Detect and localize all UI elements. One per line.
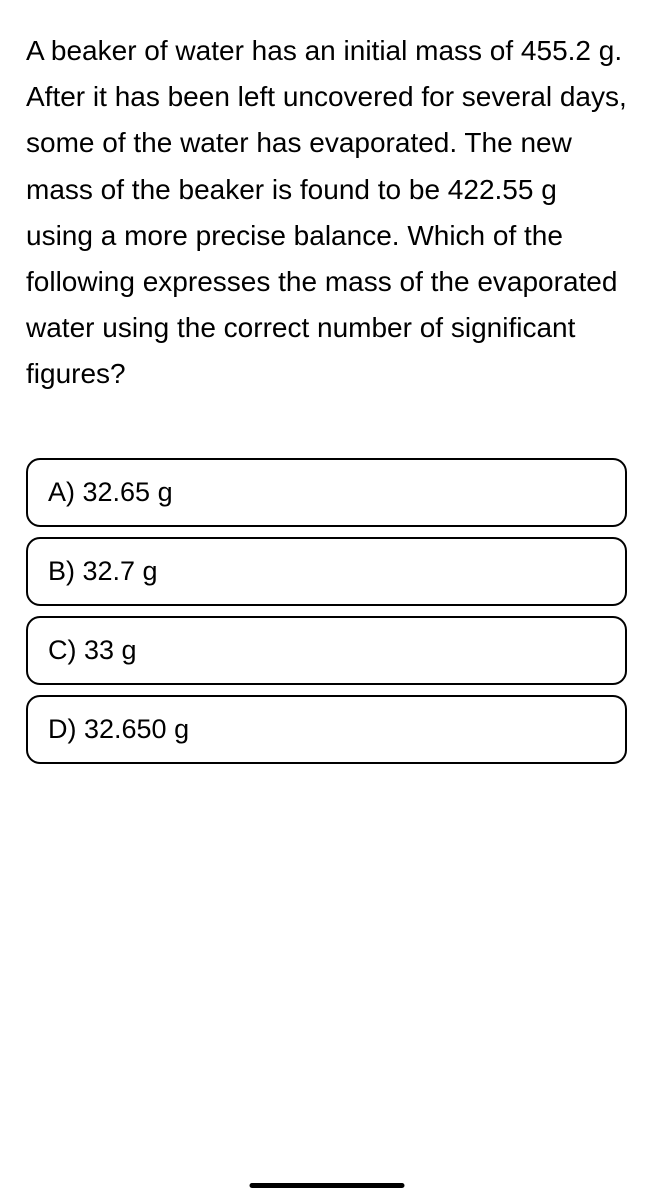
option-c[interactable]: C) 33 g (26, 616, 627, 685)
option-a[interactable]: A) 32.65 g (26, 458, 627, 527)
option-b[interactable]: B) 32.7 g (26, 537, 627, 606)
option-d[interactable]: D) 32.650 g (26, 695, 627, 764)
question-text: A beaker of water has an initial mass of… (26, 28, 627, 398)
options-container: A) 32.65 g B) 32.7 g C) 33 g D) 32.650 g (26, 458, 627, 764)
home-indicator (249, 1183, 404, 1188)
